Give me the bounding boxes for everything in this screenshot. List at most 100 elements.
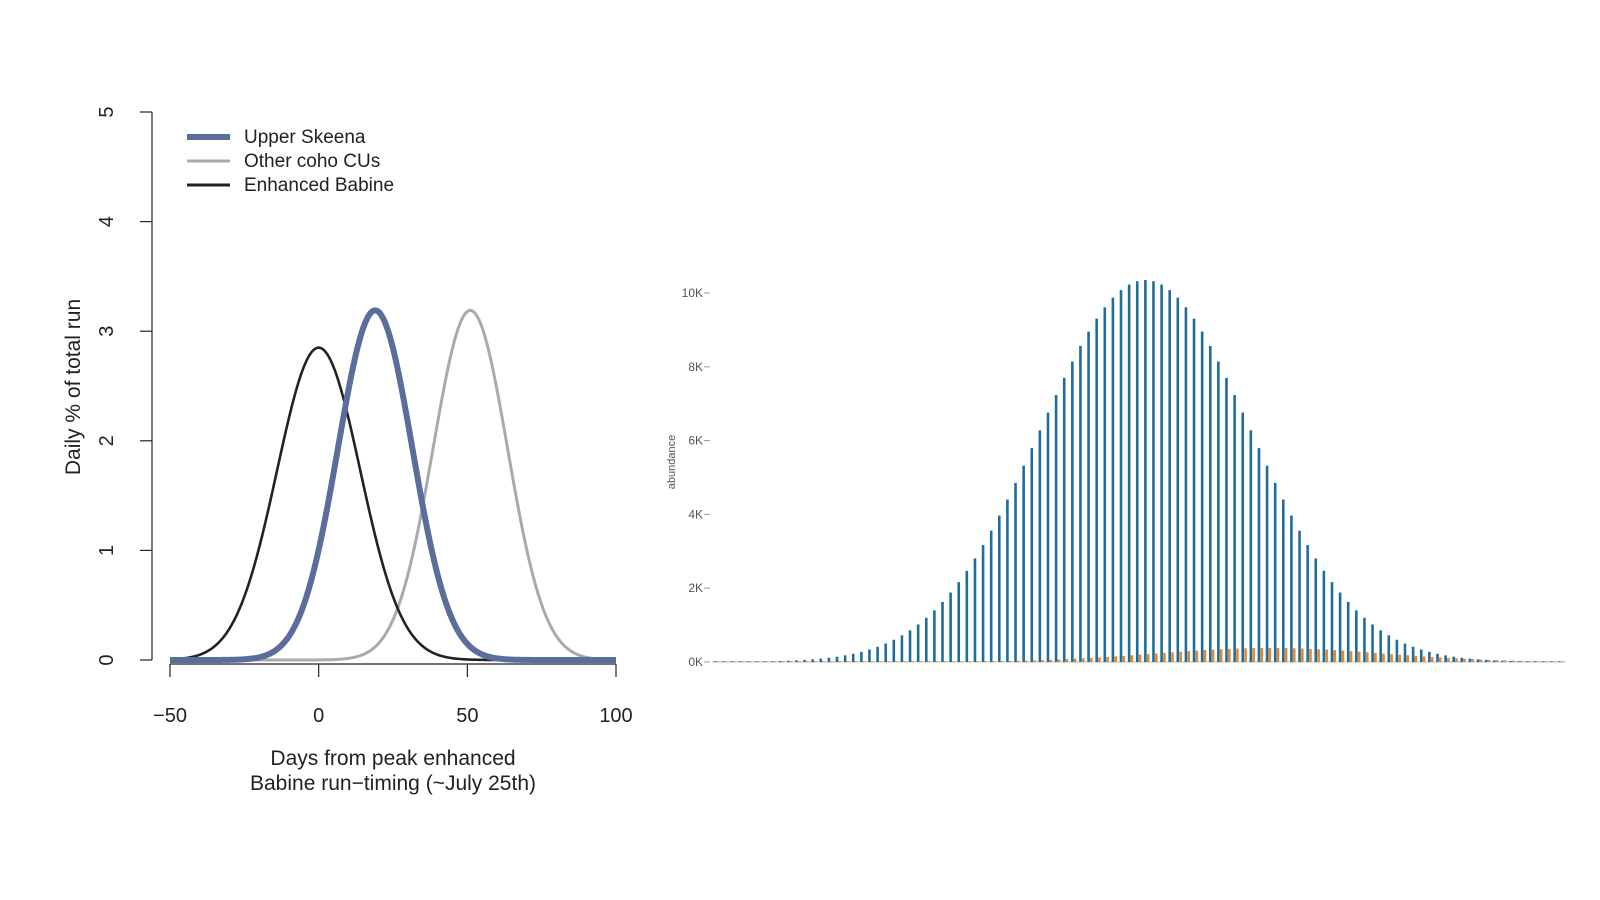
bar-blue (1014, 482, 1017, 662)
bar-blue (811, 659, 814, 662)
bar-orange (733, 661, 736, 662)
bar-blue (1355, 610, 1358, 662)
bar-orange (1487, 659, 1491, 662)
bar-blue (1444, 655, 1447, 662)
bar-blue (973, 558, 977, 662)
bar-orange (911, 661, 915, 662)
bar-y-tick-label: 4K (688, 507, 703, 521)
bar-orange (1057, 659, 1061, 662)
bar-blue (1152, 281, 1155, 662)
bar-orange (1552, 661, 1556, 662)
bar-orange (1374, 652, 1377, 662)
bar-orange (1512, 660, 1515, 662)
bar-orange (1495, 660, 1499, 662)
bar-blue (851, 653, 855, 662)
bar-blue (989, 530, 993, 662)
bar-orange (1130, 655, 1134, 662)
bar-blue (1168, 290, 1171, 662)
left-line-chart: 0 1 2 3 4 5 −50 0 50 100 Daily % of total run Da… (62, 106, 633, 795)
bar-blue (1265, 465, 1269, 662)
bar-orange (1520, 660, 1523, 662)
bar-blue (1160, 284, 1163, 662)
x-tick-label: −50 (153, 705, 187, 727)
bar-orange (1041, 660, 1044, 662)
bar-orange (1479, 659, 1483, 662)
bar-orange (1325, 649, 1328, 662)
bar-blue (1419, 649, 1423, 662)
bar-blue (1346, 601, 1350, 662)
bar-blue (1119, 290, 1123, 662)
bar-orange (1171, 652, 1174, 662)
bar-orange (741, 661, 744, 662)
bar-orange (854, 661, 858, 662)
bar-blue (730, 661, 733, 662)
bar-orange (1146, 654, 1150, 662)
bar-blue (1460, 657, 1464, 662)
bar-blue (1338, 592, 1342, 662)
bar-blue (916, 624, 920, 662)
bar-blue (1054, 395, 1058, 662)
bar-blue (803, 659, 806, 662)
bar-blue (1103, 307, 1107, 662)
bar-orange (1106, 656, 1109, 662)
bar-orange (944, 661, 947, 662)
bar-orange (862, 661, 866, 662)
bar-blue (778, 661, 782, 662)
bar-orange (1025, 660, 1028, 662)
bar-y-tick-label: 2K (688, 581, 703, 595)
bar-orange (1179, 651, 1182, 662)
bar-blue (965, 570, 969, 662)
bar-orange (1090, 657, 1093, 662)
bar-blue (1395, 639, 1399, 662)
bar-blue (933, 610, 936, 662)
bar-orange (1341, 650, 1345, 662)
bar-blue (1200, 331, 1204, 662)
bar-orange (1292, 648, 1296, 662)
bar-blue (827, 657, 831, 662)
bar-blue (1379, 630, 1382, 662)
bar-blue (1306, 545, 1309, 662)
bar-orange (887, 661, 890, 662)
y-tick-label: 1 (96, 545, 118, 556)
bar-blue (949, 592, 952, 662)
bar-blue (1363, 617, 1366, 662)
bar-blue (1046, 412, 1050, 662)
bar-blue (1525, 661, 1529, 662)
bar-orange (1560, 661, 1564, 662)
bar-blue (1468, 658, 1472, 662)
bar-orange (976, 661, 980, 662)
x-tick-label: 0 (313, 705, 324, 727)
bar-orange (830, 661, 833, 662)
bar-orange (903, 661, 907, 662)
bar-blue (1484, 659, 1488, 662)
bar-blue (770, 661, 774, 662)
bar-orange (1008, 660, 1012, 662)
bar-orange (968, 661, 971, 662)
bar-orange (846, 661, 850, 662)
bar-orange (814, 661, 817, 662)
bar-blue (1387, 635, 1391, 662)
bar-blue (1273, 482, 1277, 662)
bar-blue (1144, 280, 1147, 662)
bar-orange (1033, 660, 1036, 662)
y-tick-label: 0 (96, 654, 118, 665)
bar-blue (1411, 646, 1415, 662)
bar-orange (1471, 659, 1475, 662)
bar-blue (819, 658, 823, 662)
bar-y-tick-label: 8K (688, 360, 703, 374)
bar-blue (998, 515, 1001, 662)
bar-blue (1111, 297, 1115, 662)
bar-orange (1195, 650, 1199, 662)
bar-orange (1154, 653, 1158, 662)
y-tick-label: 5 (96, 106, 118, 117)
bar-orange (822, 661, 825, 662)
bar-orange (1455, 658, 1458, 662)
bar-orange (1438, 657, 1442, 662)
bar-orange (1138, 654, 1142, 662)
x-axis-title-line-1: Days from peak enhanced (270, 747, 515, 770)
bar-blue (722, 661, 725, 662)
bar-orange (1301, 648, 1304, 662)
bar-orange (716, 661, 720, 662)
x-tick-label: 100 (599, 705, 632, 727)
